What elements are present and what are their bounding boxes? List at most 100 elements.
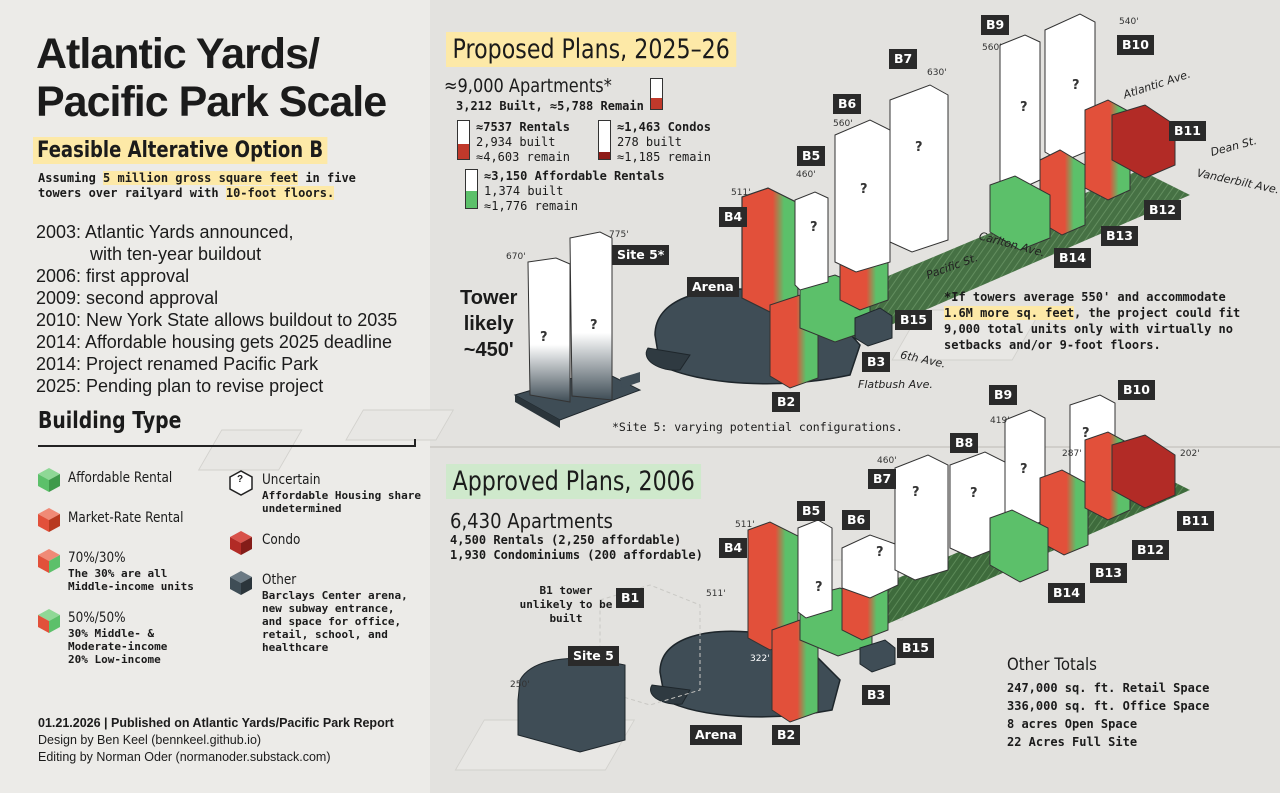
uncertain-icon: ? [1020, 462, 1028, 477]
height-label: 560' [833, 119, 853, 129]
affordable-progress-bar [465, 169, 478, 209]
label-arena: Arena [687, 277, 739, 297]
uncertain-icon: ? [912, 485, 920, 500]
label-b14: B14 [1048, 583, 1085, 603]
label-b5: B5 [797, 501, 826, 521]
label-b13: B13 [1090, 563, 1127, 583]
label-b2: B2 [772, 392, 801, 412]
label-b5: B5 [797, 146, 826, 166]
uncertain-icon: ? [970, 486, 978, 501]
divider [38, 439, 416, 447]
approved-rentals: 4,500 Rentals (2,250 affordable) [450, 533, 682, 547]
uncertain-icon: ? [860, 182, 868, 197]
uncertain-icon: ? [876, 545, 884, 560]
street-flatbush: Flatbush Ave. [858, 378, 933, 391]
tower-note: Tower likely ~450' [460, 287, 518, 361]
label-b1: B1 [616, 588, 645, 608]
timeline-item: 2014: Project renamed Pacific Park [36, 354, 319, 374]
label-b6: B6 [842, 510, 871, 530]
height-label: 202' [1180, 449, 1200, 459]
label-b4: B4 [719, 538, 748, 558]
label-b10: B10 [1117, 35, 1154, 55]
timeline: 2003: Atlantic Yards announced, with ten… [36, 221, 397, 397]
height-label: 775' [609, 230, 629, 240]
subtitle: Feasible Alterative Option B [33, 137, 328, 164]
label-b3: B3 [862, 685, 891, 705]
legend-uncertain: Uncertain Affordable Housing share undet… [262, 472, 421, 515]
other-totals-list: 247,000 sq. ft. Retail Space 336,000 sq.… [1007, 681, 1210, 749]
label-b12: B12 [1144, 200, 1181, 220]
timeline-item: 2010: New York State allows buildout to … [36, 310, 398, 330]
uncertain-icon: ? [1072, 78, 1080, 93]
height-label: 250' [510, 680, 530, 690]
title-line-2: Pacific Park Scale [36, 78, 387, 126]
label-site5: Site 5 [568, 646, 619, 666]
label-b10: B10 [1118, 380, 1155, 400]
proposed-footnote: *If towers average 550' and accommodate … [944, 290, 1241, 352]
height-label: 540' [1119, 17, 1139, 27]
uncertain-icon: ? [1082, 426, 1090, 441]
label-b15: B15 [897, 638, 934, 658]
height-label: 460' [877, 456, 897, 466]
label-b15: B15 [895, 310, 932, 330]
rentals-progress-bar [457, 120, 470, 160]
proposed-apartments: ≈9,000 Apartments* [444, 75, 612, 97]
uncertain-icon: ? [590, 318, 598, 333]
timeline-item: 2009: second approval [36, 288, 219, 308]
label-b9: B9 [989, 385, 1018, 405]
condos-stats: ≈1,463 Condos 278 built ≈1,185 remain [617, 120, 711, 164]
legend-70-30: 70%/30% The 30% are all Middle-income un… [68, 550, 194, 593]
uncertain-icon: ? [1020, 100, 1028, 115]
uncertain-icon: ? [810, 220, 818, 235]
title-line-1: Atlantic Yards/ [36, 30, 320, 78]
height-label: 670' [506, 252, 526, 262]
uncertain-icon: ? [815, 580, 823, 595]
rentals-progress-fill [458, 144, 469, 159]
uncertain-icon: ? [915, 140, 923, 155]
label-b14: B14 [1054, 248, 1091, 268]
height-label: 460' [796, 170, 816, 180]
timeline-item: 2025: Pending plan to revise project [36, 376, 324, 396]
label-arena: Arena [690, 725, 742, 745]
label-b7: B7 [868, 469, 897, 489]
height-label: 560' [982, 43, 1002, 53]
height-label: 511' [706, 589, 726, 599]
height-label: 511' [731, 188, 751, 198]
affordable-progress-fill [466, 191, 477, 208]
uncertain-icon: ? [540, 330, 548, 345]
timeline-item: with ten-year buildout [90, 244, 262, 264]
label-b3: B3 [862, 352, 891, 372]
label-b11: B11 [1169, 121, 1206, 141]
building-type-heading: Building Type [38, 408, 182, 434]
label-b2: B2 [772, 725, 801, 745]
timeline-item: 2014: Affordable housing gets 2025 deadl… [36, 332, 392, 352]
assumption-text: Assuming 5 million gross square feet in … [38, 171, 356, 200]
apartments-progress-bar [650, 78, 663, 110]
legend-condo: Condo [262, 532, 301, 548]
height-label: 322' [750, 654, 770, 664]
height-label: 511' [735, 520, 755, 530]
rentals-stats: ≈7537 Rentals 2,934 built ≈4,603 remain [476, 120, 570, 164]
legend-50-50: 50%/50% 30% Middle- & Moderate-income 20… [68, 610, 168, 666]
approved-title: Approved Plans, 2006 [446, 464, 702, 499]
label-b9: B9 [981, 15, 1010, 35]
height-label: 630' [927, 68, 947, 78]
legend-cubes [38, 468, 253, 633]
condos-progress-fill [599, 151, 610, 159]
apartments-progress-fill [651, 98, 662, 109]
approved-condos: 1,930 Condominiums (200 affordable) [450, 548, 703, 562]
page-title: Atlantic Yards/Pacific Park Scale [36, 30, 387, 126]
label-b13: B13 [1101, 226, 1138, 246]
height-label: 287' [1062, 449, 1082, 459]
proposed-apartments-sub: 3,212 Built, ≈5,788 Remain [456, 99, 644, 113]
label-b11: B11 [1177, 511, 1214, 531]
timeline-item: 2006: first approval [36, 266, 190, 286]
timeline-item: 2003: Atlantic Yards announced, [36, 222, 294, 242]
affordable-stats: ≈3,150 Affordable Rentals 1,374 built ≈1… [484, 169, 665, 213]
label-b12: B12 [1132, 540, 1169, 560]
site5-footnote: *Site 5: varying potential configuration… [612, 420, 903, 434]
label-site5: Site 5* [612, 245, 670, 265]
label-b8: B8 [950, 433, 979, 453]
legend-market-rate: Market-Rate Rental [68, 510, 184, 526]
height-label: 419' [990, 416, 1010, 426]
